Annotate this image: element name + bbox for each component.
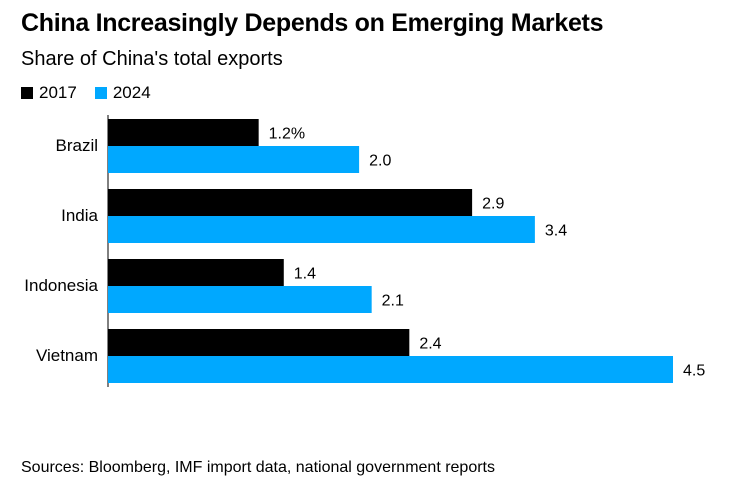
- category-label-vietnam: Vietnam: [36, 346, 98, 365]
- bar-2024-brazil: [108, 146, 360, 173]
- value-label-2017-india: 2.9: [482, 196, 504, 213]
- category-label-india: India: [61, 206, 98, 225]
- bar-2017-india: [108, 189, 473, 216]
- legend: 2017 2024: [21, 83, 169, 103]
- value-label-2024-vietnam: 4.5: [683, 363, 705, 380]
- bar-2024-indonesia: [108, 286, 372, 313]
- legend-swatch-2024: [94, 87, 107, 99]
- value-label-2017-brazil: 1.2%: [269, 126, 305, 143]
- bar-2017-indonesia: [108, 259, 284, 286]
- bar-2024-vietnam: [108, 356, 673, 383]
- bar-2017-vietnam: [108, 329, 410, 356]
- category-label-indonesia: Indonesia: [24, 276, 98, 295]
- value-label-2024-brazil: 2.0: [369, 153, 391, 170]
- chart-title: China Increasingly Depends on Emerging M…: [21, 9, 604, 37]
- value-label-2024-india: 3.4: [545, 223, 567, 240]
- bar-2017-brazil: [108, 119, 259, 146]
- legend-item-2024: 2024: [94, 83, 151, 103]
- legend-label-2024: 2024: [112, 83, 151, 102]
- source-note: Sources: Bloomberg, IMF import data, nat…: [21, 459, 495, 476]
- legend-label-2017: 2017: [39, 83, 77, 102]
- bar-chart: Brazil 1.2% 2.0 India 2.9 3.4 Indonesia 1.4 2.1 V…: [24, 115, 705, 387]
- value-label-2017-vietnam: 2.4: [419, 336, 441, 353]
- legend-item-2017: 2017: [21, 83, 77, 103]
- value-label-2017-indonesia: 1.4: [294, 266, 316, 283]
- bar-2024-india: [108, 216, 535, 243]
- category-label-brazil: Brazil: [55, 136, 98, 155]
- chart-subtitle: Share of China's total exports: [21, 48, 283, 70]
- legend-swatch-2017: [21, 87, 33, 99]
- value-label-2024-indonesia: 2.1: [382, 293, 404, 310]
